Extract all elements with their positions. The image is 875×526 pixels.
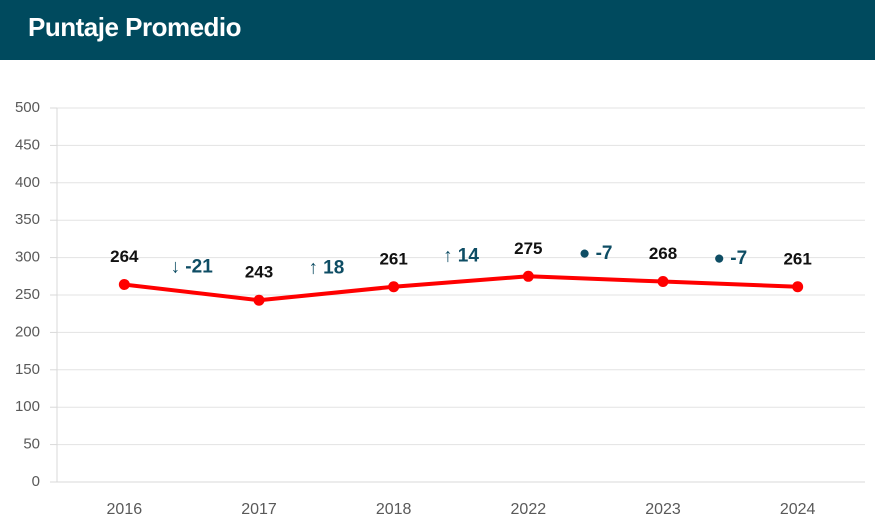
y-tick-label: 500 xyxy=(15,99,40,116)
x-tick-label: 2023 xyxy=(645,501,681,518)
change-annotation: ● -7 xyxy=(579,243,613,264)
value-label: 268 xyxy=(649,244,677,263)
x-tick-label: 2018 xyxy=(376,501,412,518)
value-label: 264 xyxy=(110,247,139,266)
header-bar: Puntaje Promedio xyxy=(0,0,875,60)
y-tick-label: 250 xyxy=(15,286,40,303)
y-tick-label: 200 xyxy=(15,323,40,340)
change-annotation: ↓ -21 xyxy=(171,256,214,277)
change-annotation: ● -7 xyxy=(714,248,748,269)
point xyxy=(118,279,130,291)
point xyxy=(388,281,400,293)
y-tick-label: 50 xyxy=(23,436,40,453)
y-tick-label: 350 xyxy=(15,211,40,228)
value-label: 261 xyxy=(379,249,407,268)
header-title: Puntaje Promedio xyxy=(28,12,242,42)
y-tick-label: 0 xyxy=(32,473,40,490)
point xyxy=(657,276,669,288)
value-label: 261 xyxy=(783,249,811,268)
y-tick-label: 400 xyxy=(15,174,40,191)
line xyxy=(124,274,798,303)
y-tick-label: 450 xyxy=(15,136,40,153)
x-tick-label: 2022 xyxy=(511,501,547,518)
x-tick-label: 2016 xyxy=(107,501,143,518)
y-tick-label: 150 xyxy=(15,361,40,378)
change-annotation: ↑ 18 xyxy=(308,258,344,279)
point xyxy=(522,270,534,282)
y-tick-label: 100 xyxy=(15,398,40,415)
change-annotation: ↑ 14 xyxy=(443,246,479,267)
y-tick-label: 300 xyxy=(15,249,40,266)
x-tick-label: 2017 xyxy=(241,501,277,518)
point xyxy=(792,281,804,293)
point xyxy=(253,294,265,306)
x-tick-label: 2024 xyxy=(780,501,816,518)
value-label: 243 xyxy=(245,263,273,282)
value-label: 275 xyxy=(514,239,542,258)
